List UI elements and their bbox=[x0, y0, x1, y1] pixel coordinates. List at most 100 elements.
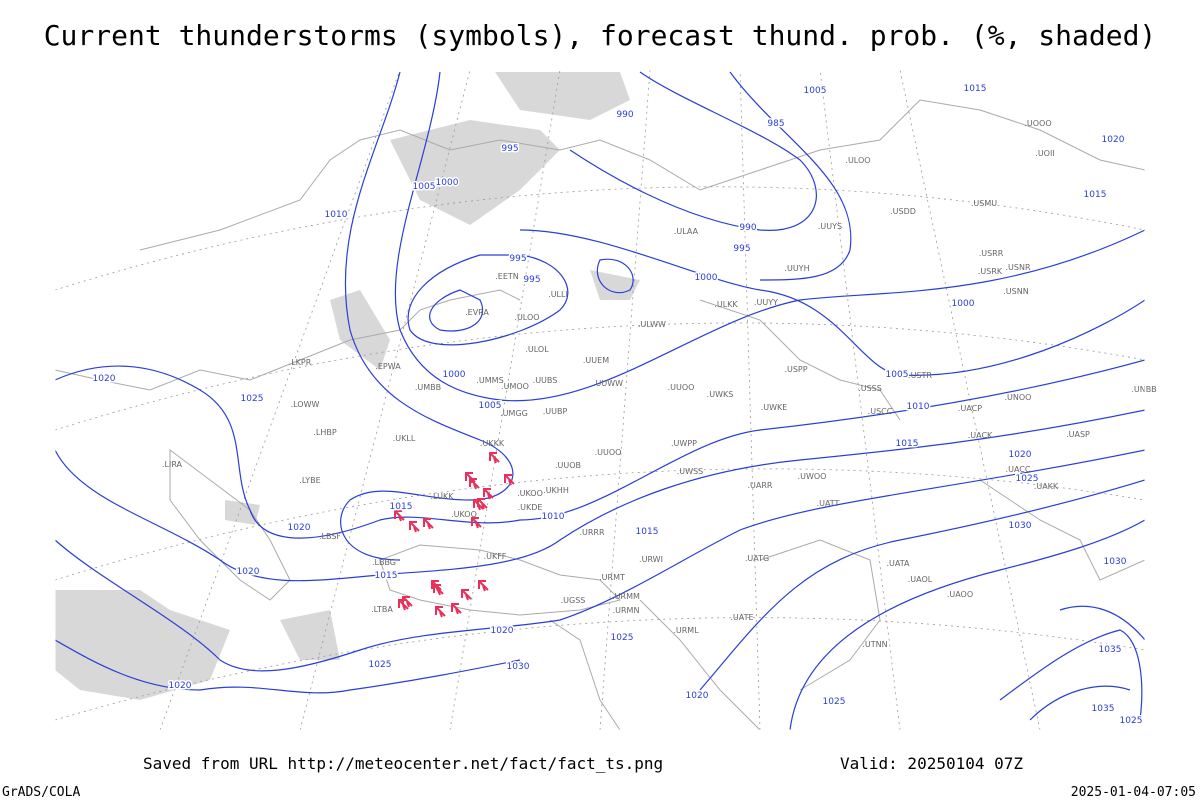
station-label: .UATG bbox=[745, 554, 769, 563]
storm-symbol bbox=[402, 596, 413, 608]
station-label: .UWOO bbox=[798, 472, 827, 481]
station-label: .UACP bbox=[958, 404, 982, 413]
station-label: .UWPP bbox=[671, 439, 697, 448]
station-label: .UUYH bbox=[784, 264, 809, 273]
station-label: .UKOO bbox=[517, 489, 543, 498]
station-label: .UATA bbox=[887, 559, 911, 568]
station-label: .URML bbox=[673, 626, 699, 635]
isobar-label: 1025 bbox=[823, 697, 846, 707]
station-label: .UUEM bbox=[583, 356, 609, 365]
isobar-label: 1000 bbox=[952, 299, 975, 309]
station-label: .LBBG bbox=[372, 558, 396, 567]
isobar-label: 1020 bbox=[93, 374, 116, 384]
station-label: .USDD bbox=[890, 207, 916, 216]
station-label: .USCC bbox=[868, 407, 893, 416]
station-label: .EVRA bbox=[465, 308, 489, 317]
isobar-label: 1035 bbox=[1092, 704, 1115, 714]
station-label: .UKDE bbox=[518, 503, 543, 512]
station-label: .URMM bbox=[612, 592, 640, 601]
isobar-label: 995 bbox=[733, 244, 750, 254]
station-label: .UKKK bbox=[480, 439, 505, 448]
station-label: .UUYY bbox=[754, 298, 778, 307]
isobar-label: 1020 bbox=[686, 691, 709, 701]
isobar-label: 995 bbox=[509, 254, 526, 264]
station-label: .USMU bbox=[971, 199, 997, 208]
station-label: .LUKK bbox=[431, 492, 455, 501]
storm-symbol bbox=[469, 478, 480, 490]
isobar-label: 1025 bbox=[1016, 474, 1039, 484]
station-label: .UAKK bbox=[1034, 482, 1059, 491]
station-label: .ULOL bbox=[525, 345, 549, 354]
station-label: .UWKE bbox=[761, 403, 788, 412]
isobar-label: 1000 bbox=[443, 370, 466, 380]
station-label: .UKFF bbox=[484, 552, 507, 561]
station-label: .UMOO bbox=[501, 382, 529, 391]
station-label: .UKOO bbox=[451, 510, 477, 519]
station-label: .URMT bbox=[599, 573, 625, 582]
station-label: .UACK bbox=[968, 431, 993, 440]
source-url: Saved from URL http://meteocenter.net/fa… bbox=[143, 754, 663, 773]
station-label: .ULLI bbox=[548, 290, 568, 299]
station-label: .UATE bbox=[730, 613, 753, 622]
station-label: .LYBE bbox=[299, 476, 320, 485]
station-label: .UMMS bbox=[476, 376, 503, 385]
storm-symbol bbox=[435, 606, 446, 618]
station-label: .URRR bbox=[579, 528, 605, 537]
isobar-label: 1015 bbox=[375, 571, 398, 581]
station-label: .USPP bbox=[784, 365, 807, 374]
station-label: .UATT bbox=[817, 499, 840, 508]
storm-symbol bbox=[451, 603, 462, 615]
isobar-label: 1015 bbox=[1084, 190, 1107, 200]
station-label: .UASP bbox=[1066, 430, 1090, 439]
isobar-label: 1015 bbox=[896, 439, 919, 449]
isobar-label: 1015 bbox=[964, 84, 987, 94]
station-label: .USRK bbox=[978, 267, 1003, 276]
isobar-label: 1000 bbox=[436, 178, 459, 188]
isobar-label: 1020 bbox=[491, 626, 514, 636]
isobar-label: 990 bbox=[739, 223, 756, 233]
station-label: .ULOO bbox=[514, 313, 539, 322]
station-label: .UUWW bbox=[593, 379, 623, 388]
station-label: .ULAA bbox=[674, 227, 699, 236]
storm-symbols bbox=[394, 452, 515, 618]
software: GrADS/COLA bbox=[2, 785, 80, 800]
station-label: .LHBP bbox=[313, 428, 337, 437]
station-label: .UTNN bbox=[862, 640, 887, 649]
station-label: .UARR bbox=[748, 481, 773, 490]
storm-symbol bbox=[423, 518, 434, 530]
timestamp: 2025-01-04-07:05 bbox=[1071, 785, 1196, 800]
isobar-label: 1020 bbox=[288, 523, 311, 533]
isobar-label: 1025 bbox=[611, 633, 634, 643]
station-label: .UNOO bbox=[1005, 393, 1032, 402]
station-label: .UUOB bbox=[555, 461, 581, 470]
isobar-label: 1030 bbox=[1009, 521, 1032, 531]
storm-symbol bbox=[471, 517, 482, 529]
station-label: .UUYS bbox=[818, 222, 842, 231]
station-label: .USNR bbox=[1005, 263, 1030, 272]
station-label: .USRR bbox=[979, 249, 1004, 258]
station-label: .LKPR bbox=[289, 358, 312, 367]
station-label: .LOWW bbox=[291, 400, 320, 409]
isobar-label: 1020 bbox=[169, 681, 192, 691]
storm-symbol bbox=[394, 510, 405, 522]
station-label: .ULKK bbox=[714, 300, 738, 309]
station-label: .URWI bbox=[639, 555, 663, 564]
station-label: .UUOO bbox=[668, 383, 695, 392]
isobars bbox=[54, 71, 1146, 731]
isobar-label: 1010 bbox=[907, 402, 930, 412]
isobar-label: 995 bbox=[501, 144, 518, 154]
station-label: .UMBB bbox=[415, 383, 441, 392]
isobar-label: 1005 bbox=[886, 370, 909, 380]
storm-symbol bbox=[398, 599, 409, 611]
station-label: .UAOO bbox=[947, 590, 973, 599]
station-label: .UACC bbox=[1006, 465, 1031, 474]
isobar-label: 985 bbox=[767, 119, 784, 129]
isobar-label: 1025 bbox=[369, 660, 392, 670]
storm-symbol bbox=[478, 580, 489, 592]
isobar-label: 1020 bbox=[1102, 135, 1125, 145]
station-label: .UWSS bbox=[677, 467, 703, 476]
storm-symbol bbox=[483, 488, 494, 500]
